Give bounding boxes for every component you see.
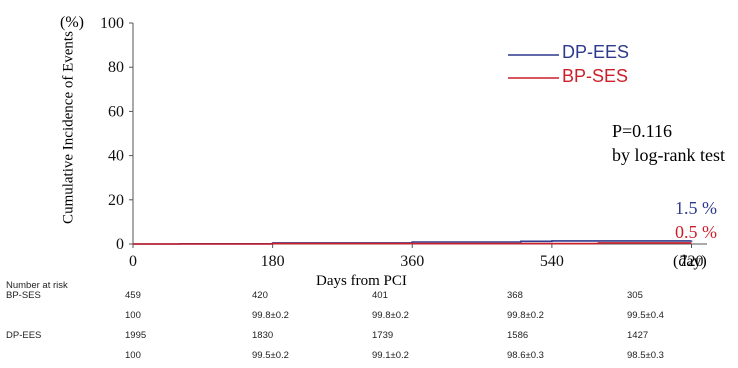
risk-cell: 368 — [507, 290, 523, 301]
x-axis-title: Days from PCI — [316, 273, 407, 289]
y-tick-label: 60 — [108, 103, 124, 120]
risk-row-label: DP-EES — [6, 330, 42, 341]
risk-cell: 100 — [125, 310, 141, 321]
y-tick-label: 20 — [108, 192, 124, 209]
risk-cell: 99.8±0.2 — [507, 310, 544, 321]
legend-label-dp-ees: DP-EES — [562, 42, 630, 62]
risk-cell: 98.5±0.3 — [627, 350, 664, 361]
legend-label-bp-ses: BP-SES — [562, 66, 629, 86]
y-tick-label: 100 — [100, 15, 124, 32]
km-curve-bp-ses — [133, 242, 692, 245]
risk-cell: 1427 — [627, 330, 649, 341]
x-tick-label: 720 — [679, 253, 703, 270]
risk-cell: 1586 — [507, 330, 529, 341]
risk-cell: 305 — [627, 290, 643, 301]
x-tick-label: 540 — [540, 253, 564, 270]
final-value-bp-ses: 0.5 % — [675, 222, 717, 242]
y-axis-title: Cumulative Incidence of Events — [60, 31, 77, 224]
risk-cell: 1739 — [372, 330, 394, 341]
risk-cell: 99.8±0.2 — [372, 310, 409, 321]
risk-cell: 1995 — [125, 330, 147, 341]
risk-cell: 99.5±0.2 — [252, 350, 289, 361]
x-tick-label: 360 — [400, 253, 424, 270]
risk-row-label: BP-SES — [6, 290, 41, 301]
risk-cell: 1830 — [252, 330, 274, 341]
y-tick-label: 0 — [116, 236, 124, 253]
log-rank-annotation: by log-rank test — [612, 145, 725, 165]
x-tick-label: 180 — [261, 253, 285, 270]
risk-cell: 99.1±0.2 — [372, 350, 409, 361]
risk-cell: 98.6±0.3 — [507, 350, 544, 361]
x-tick-label: 0 — [129, 253, 137, 270]
risk-cell: 100 — [125, 350, 141, 361]
risk-cell: 459 — [125, 290, 141, 301]
p-value-annotation: P=0.116 — [612, 121, 672, 141]
y-tick-label: 40 — [108, 148, 124, 165]
risk-cell: 99.8±0.2 — [252, 310, 289, 321]
risk-cell: 99.5±0.4 — [627, 310, 664, 321]
final-value-dp-ees: 1.5 % — [675, 198, 717, 218]
risk-table-title: Number at risk — [6, 280, 68, 291]
risk-cell: 420 — [252, 290, 268, 301]
risk-cell: 401 — [372, 290, 388, 301]
y-tick-label: 80 — [108, 59, 124, 76]
y-unit-label: (%) — [60, 14, 84, 31]
x-unit-label: (day) — [673, 253, 707, 270]
